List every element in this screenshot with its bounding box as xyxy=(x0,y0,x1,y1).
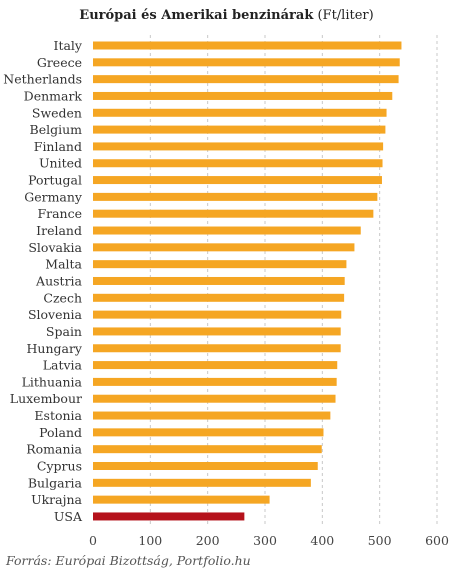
category-label: Greece xyxy=(37,55,82,70)
bar xyxy=(93,361,338,370)
x-tick-label: 600 xyxy=(425,533,449,548)
category-label: Malta xyxy=(45,257,82,272)
category-label: Luxembour xyxy=(10,391,82,406)
category-label: Estonia xyxy=(34,408,82,423)
category-label: Italy xyxy=(54,38,83,53)
chart-title-main: Európai és Amerikai benzinárak xyxy=(79,8,314,23)
bar xyxy=(93,478,311,487)
category-label: Belgium xyxy=(30,122,83,137)
category-label: Ireland xyxy=(36,223,82,238)
bar xyxy=(93,394,336,403)
chart-title-unit: (Ft/liter) xyxy=(317,8,374,23)
category-label: Spain xyxy=(46,324,82,339)
bar xyxy=(93,445,322,454)
bar xyxy=(93,428,324,437)
bar xyxy=(93,192,378,201)
category-label: Austria xyxy=(35,273,82,288)
bar xyxy=(93,512,245,521)
bar xyxy=(93,495,270,504)
bar xyxy=(93,58,400,67)
category-label: USA xyxy=(54,509,83,524)
source-note: Forrás: Európai Bizottság, Portfolio.hu xyxy=(6,553,251,568)
category-label: Sweden xyxy=(32,105,82,120)
chart-title: Európai és Amerikai benzinárak (Ft/liter… xyxy=(0,8,453,23)
x-tick-label: 400 xyxy=(310,533,334,548)
category-label: Netherlands xyxy=(3,72,82,87)
category-label: Finland xyxy=(34,139,82,154)
bar xyxy=(93,209,374,218)
category-label: Slovenia xyxy=(28,307,83,322)
x-tick-label: 200 xyxy=(196,533,220,548)
category-label: Poland xyxy=(39,425,82,440)
bar xyxy=(93,344,341,353)
bar xyxy=(93,142,384,151)
category-label: Slovakia xyxy=(28,240,82,255)
category-label: Romania xyxy=(26,442,82,457)
category-label: Bulgaria xyxy=(28,475,83,490)
category-label: United xyxy=(39,156,82,171)
bar xyxy=(93,327,341,336)
category-label: Denmark xyxy=(24,88,83,103)
category-label: Germany xyxy=(24,189,83,204)
bar xyxy=(93,462,318,470)
bar xyxy=(93,226,361,235)
category-label: Ukrajna xyxy=(31,492,82,507)
bar xyxy=(93,41,402,50)
x-tick-label: 100 xyxy=(138,533,162,548)
bar xyxy=(93,411,331,420)
bar xyxy=(93,310,342,319)
bar xyxy=(93,276,345,285)
bar xyxy=(93,108,387,117)
category-label: Latvia xyxy=(43,358,83,373)
bar xyxy=(93,91,393,100)
bar xyxy=(93,75,399,84)
category-label: Czech xyxy=(43,290,82,305)
category-label: France xyxy=(37,206,82,221)
bar xyxy=(93,243,355,252)
bar xyxy=(93,159,383,168)
bar xyxy=(93,176,382,185)
bar xyxy=(93,125,386,134)
bar xyxy=(93,260,347,269)
category-label: Lithuania xyxy=(22,374,83,389)
bar xyxy=(93,293,345,302)
bar xyxy=(93,377,337,386)
category-label: Hungary xyxy=(27,341,83,356)
category-label: Portugal xyxy=(28,173,82,188)
category-label: Cyprus xyxy=(37,459,82,474)
x-tick-label: 0 xyxy=(89,533,97,548)
x-tick-label: 500 xyxy=(368,533,392,548)
x-tick-label: 300 xyxy=(253,533,277,548)
